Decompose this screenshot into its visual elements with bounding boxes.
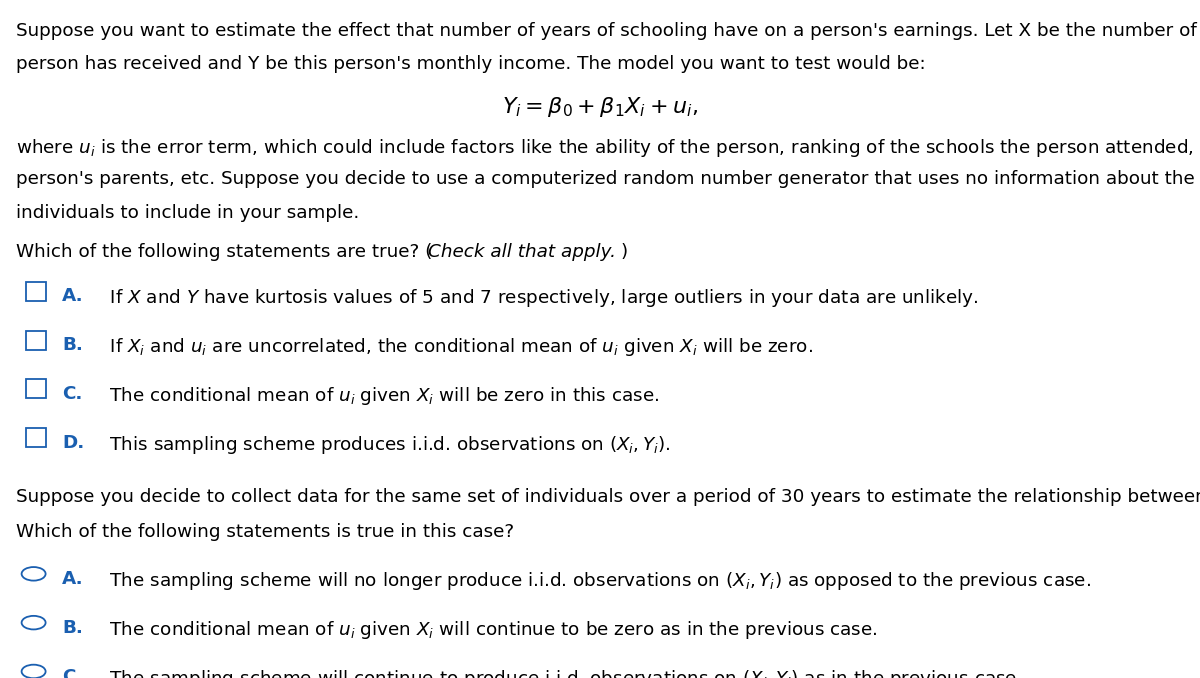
- Text: The conditional mean of $u_i$ given $X_i$ will be zero in this case.: The conditional mean of $u_i$ given $X_i…: [98, 384, 660, 407]
- Text: Check all that apply.: Check all that apply.: [428, 243, 616, 262]
- Text: B.: B.: [62, 336, 83, 354]
- Circle shape: [22, 616, 46, 629]
- Text: C.: C.: [62, 668, 83, 678]
- Text: If $X$ and $Y$ have kurtosis values of 5 and 7 respectively, large outliers in y: If $X$ and $Y$ have kurtosis values of 5…: [98, 287, 979, 309]
- Text: Which of the following statements are true? (: Which of the following statements are tr…: [16, 243, 432, 262]
- Circle shape: [22, 664, 46, 678]
- Text: A.: A.: [62, 287, 84, 305]
- Text: The sampling scheme will continue to produce i.i.d. observations on $(X_i, Y_i)$: The sampling scheme will continue to pro…: [98, 668, 1022, 678]
- Text: individuals to include in your sample.: individuals to include in your sample.: [16, 203, 359, 222]
- Text: Which of the following statements is true in this case?: Which of the following statements is tru…: [16, 523, 514, 541]
- Text: Suppose you decide to collect data for the same set of individuals over a period: Suppose you decide to collect data for t…: [16, 488, 1200, 506]
- Text: If $X_i$ and $u_i$ are uncorrelated, the conditional mean of $u_i$ given $X_i$ w: If $X_i$ and $u_i$ are uncorrelated, the…: [98, 336, 814, 358]
- Text: The conditional mean of $u_i$ given $X_i$ will continue to be zero as in the pre: The conditional mean of $u_i$ given $X_i…: [98, 619, 878, 641]
- Text: D.: D.: [62, 433, 85, 452]
- Text: B.: B.: [62, 619, 83, 637]
- Text: The sampling scheme will no longer produce i.i.d. observations on $(X_i, Y_i)$ a: The sampling scheme will no longer produ…: [98, 570, 1092, 593]
- Text: ): ): [620, 243, 628, 262]
- FancyBboxPatch shape: [26, 331, 46, 350]
- FancyBboxPatch shape: [26, 380, 46, 399]
- Text: where $u_i$ is the error term, which could include factors like the ability of t: where $u_i$ is the error term, which cou…: [16, 137, 1200, 159]
- Text: C.: C.: [62, 384, 83, 403]
- Text: Suppose you want to estimate the effect that number of years of schooling have o: Suppose you want to estimate the effect …: [16, 22, 1200, 40]
- Text: A.: A.: [62, 570, 84, 589]
- Text: person's parents, etc. Suppose you decide to use a computerized random number ge: person's parents, etc. Suppose you decid…: [16, 170, 1200, 188]
- Text: This sampling scheme produces i.i.d. observations on $(X_i, Y_i)$.: This sampling scheme produces i.i.d. obs…: [98, 433, 671, 456]
- FancyBboxPatch shape: [26, 282, 46, 301]
- Text: $Y_i = \beta_0 + \beta_1 X_i + u_i,$: $Y_i = \beta_0 + \beta_1 X_i + u_i,$: [502, 95, 698, 119]
- FancyBboxPatch shape: [26, 428, 46, 447]
- Circle shape: [22, 567, 46, 580]
- Text: person has received and Y be this person's monthly income. The model you want to: person has received and Y be this person…: [16, 55, 925, 73]
